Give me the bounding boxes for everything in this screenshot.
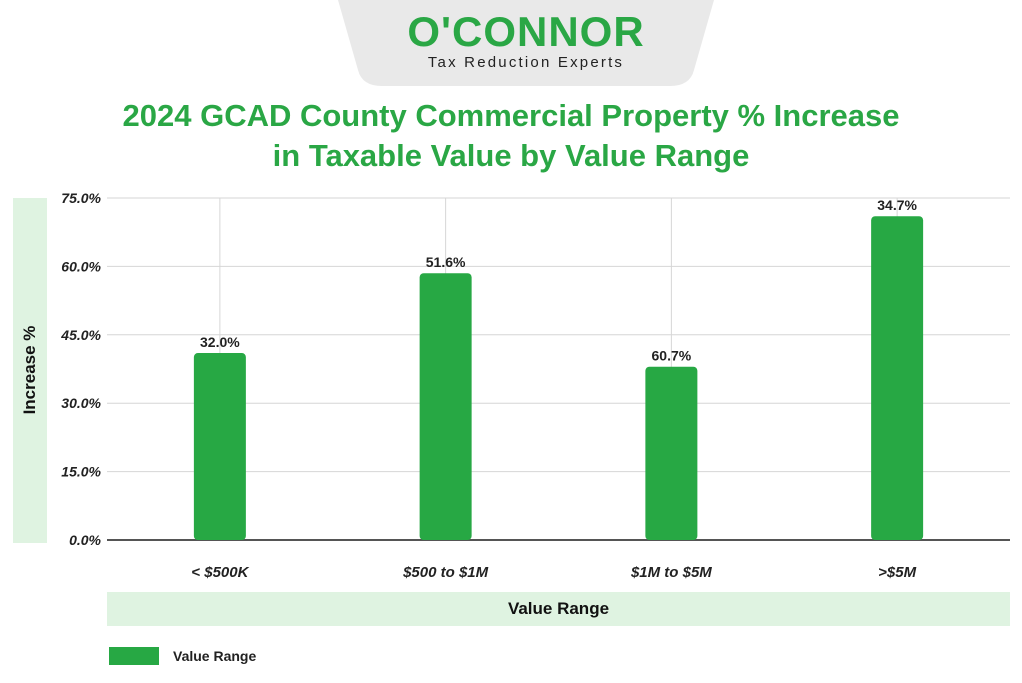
logo-tab-background [338,0,714,86]
brand-logo: O'CONNOR [407,8,645,55]
bar [871,216,924,541]
x-tick-label: $500 to $1M [402,564,489,581]
y-tick-label: 45.0% [60,327,101,343]
chart-title-line-1: 2024 GCAD County Commercial Property % I… [122,98,900,133]
y-axis-label-band [13,198,47,543]
x-axis-label: Value Range [507,599,610,618]
legend-swatch [109,647,159,665]
x-tick-labels: < $500K $500 to $1M $1M to $5M >$5M [191,564,916,581]
bar [419,273,472,540]
bars [193,216,924,541]
x-tick-label: < $500K [191,564,249,581]
bar-data-labels: 32.0% 51.6% 60.7% 34.7% [200,197,917,363]
x-axis-label-band [107,592,1010,626]
y-tick-labels: 0.0% 15.0% 30.0% 45.0% 60.0% 75.0% [60,190,101,548]
bar [645,366,698,540]
y-tick-label: 0.0% [69,532,101,548]
y-tick-label: 30.0% [61,395,101,411]
y-tick-label: 15.0% [61,464,101,480]
logo-tab-shape [338,0,714,86]
x-tick-label: >$5M [878,564,916,581]
brand-tagline: Tax Reduction Experts [427,54,625,71]
y-tick-label: 75.0% [61,190,101,206]
bar [193,353,246,540]
y-tick-label: 60.0% [61,258,101,274]
bar-data-label: 60.7% [652,348,692,364]
x-tick-label: $1M to $5M [630,564,712,581]
bar-data-label: 51.6% [426,254,466,270]
legend-label: Value Range [173,648,257,664]
bar-data-label: 32.0% [200,334,240,350]
chart-title-line-2: in Taxable Value by Value Range [272,138,750,173]
bar-data-label: 34.7% [877,197,917,213]
